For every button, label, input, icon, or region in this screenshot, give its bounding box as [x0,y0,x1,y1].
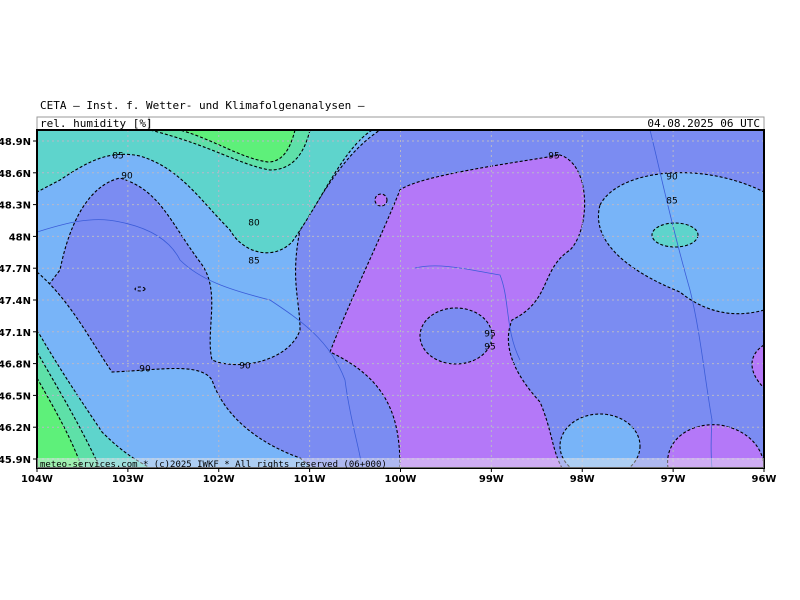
lon-label: 103W [112,474,144,485]
lat-label: 46.2N [0,423,31,434]
contour-label: 95 [484,330,495,340]
contour-label: 90 [239,362,251,372]
humidity-above-95 [374,193,388,207]
lat-label: 47.1N [0,328,31,339]
lon-label: 96W [752,474,777,485]
lat-label: 48.3N [0,201,31,212]
contour-label: 95 [548,152,559,162]
variable-label: rel. humidity [%] [40,117,153,130]
lat-label: 45.9N [0,455,31,466]
lat-label: 47.4N [0,296,31,307]
contour-label: 95 [484,343,495,353]
lon-label: 101W [294,474,326,485]
lon-label: 104W [21,474,53,485]
header-title: CETA — Inst. f. Wetter- und Klimafolgena… [40,99,365,112]
footer: meteo-services.com * (c)2025 IWKF * All … [40,460,387,470]
river [37,219,363,468]
humidity-90-95 [419,307,493,365]
lon-label: 102W [203,474,235,485]
humidity-90-95 [134,286,146,292]
humidity-85-90 [559,413,641,468]
humidity-above-95 [667,424,764,468]
contour-label: 85 [666,197,677,207]
contour-label: 85 [248,257,259,267]
lon-label: 99W [479,474,504,485]
field [37,130,764,468]
contour-label: 90 [666,173,678,183]
river [649,130,713,468]
lat-label: 48.9N [0,137,31,148]
lat-label: 48N [9,232,31,243]
valid-time: 04.08.2025 06 UTC [647,117,760,130]
contour-label: 90 [139,365,151,375]
lon-label: 100W [385,474,417,485]
contour-label: 80 [248,219,260,229]
lat-label: 48.6N [0,169,31,180]
humidity-below-75 [179,130,296,163]
contour-label: 90 [121,172,133,182]
footer-band [37,458,764,468]
river [414,265,521,361]
lat-label: 47.7N [0,264,31,275]
lon-label: 97W [661,474,686,485]
contour-label: 85 [112,152,123,162]
lon-label: 98W [570,474,595,485]
lat-label: 46.5N [0,391,31,402]
humidity-85-90 [37,271,313,468]
lat-label: 46.8N [0,360,31,371]
